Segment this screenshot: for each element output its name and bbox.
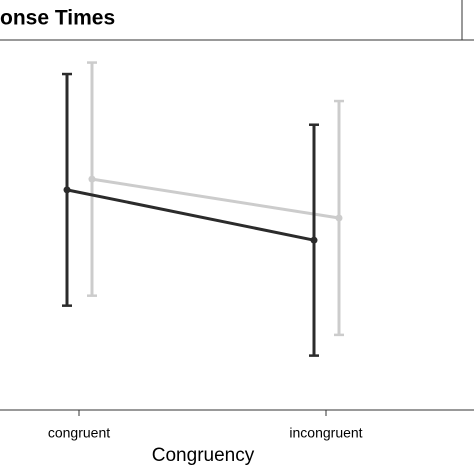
chart-title: onse Times [0,7,115,30]
series-line [66,188,315,242]
point [310,236,318,244]
point [88,175,96,183]
x-tick-label: incongruent [289,425,362,441]
x-tick-label: congruent [48,425,110,441]
point [63,186,71,194]
series-line [91,177,340,220]
point [335,214,343,222]
x-axis-title: Congruency [152,445,255,466]
